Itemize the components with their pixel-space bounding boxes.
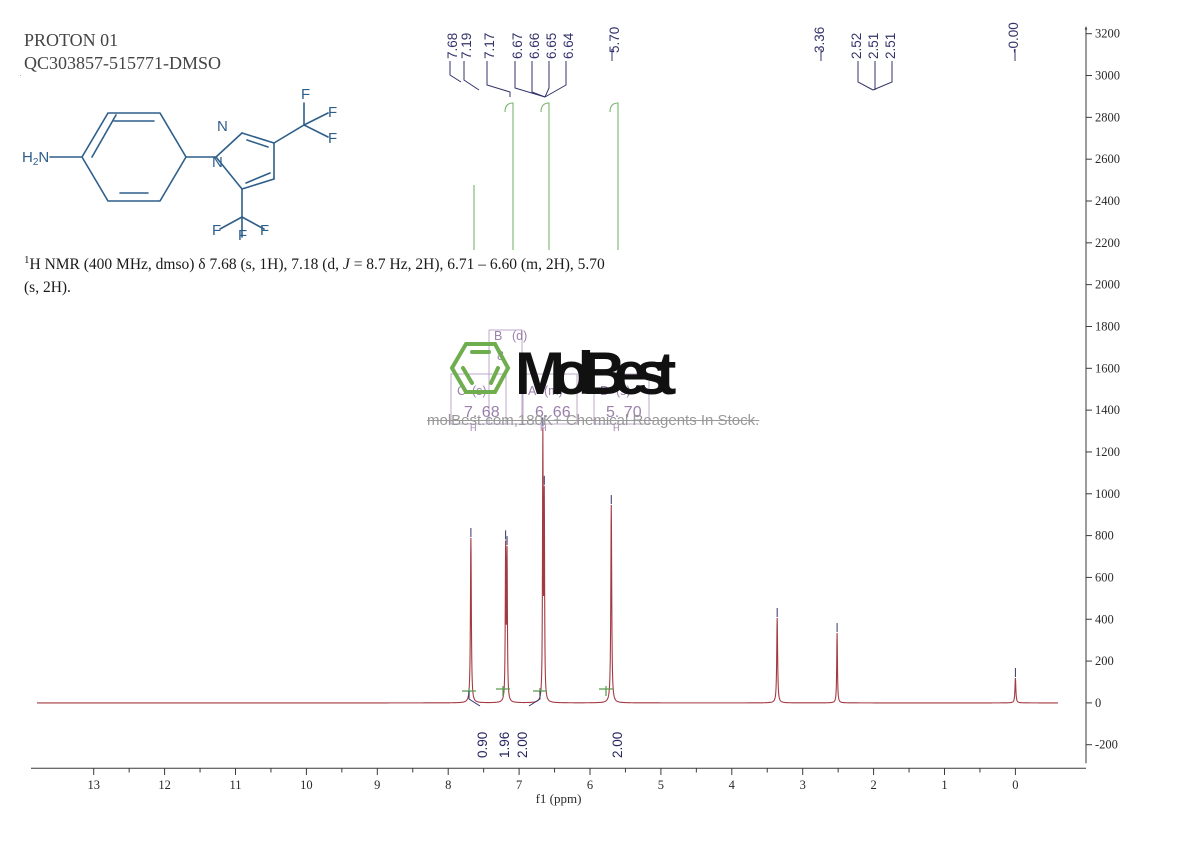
svg-text:2.00: 2.00: [515, 732, 530, 758]
svg-text:2.00: 2.00: [610, 732, 625, 758]
svg-text:1.96: 1.96: [497, 732, 512, 758]
svg-text:0.90: 0.90: [475, 732, 490, 758]
